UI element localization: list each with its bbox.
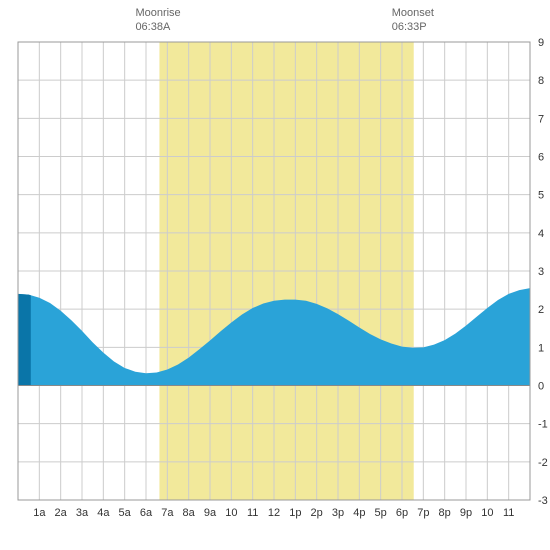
svg-text:2: 2	[538, 304, 544, 316]
svg-text:9: 9	[538, 37, 544, 49]
svg-text:1p: 1p	[289, 507, 301, 519]
svg-text:7a: 7a	[161, 507, 174, 519]
svg-text:4: 4	[538, 228, 544, 240]
svg-text:11: 11	[503, 507, 514, 519]
svg-text:3: 3	[538, 266, 544, 278]
svg-text:-1: -1	[538, 419, 548, 431]
svg-text:-2: -2	[538, 457, 548, 469]
svg-text:11: 11	[247, 507, 258, 519]
svg-text:3p: 3p	[332, 507, 344, 519]
svg-text:10: 10	[481, 507, 493, 519]
tide-chart: -3-2-101234567891a2a3a4a5a6a7a8a9a101112…	[0, 0, 550, 550]
svg-text:8p: 8p	[439, 507, 451, 519]
svg-text:7: 7	[538, 113, 544, 125]
svg-text:5: 5	[538, 190, 544, 202]
svg-text:4a: 4a	[97, 507, 110, 519]
svg-text:12: 12	[268, 507, 280, 519]
svg-text:8: 8	[538, 75, 544, 87]
svg-text:1a: 1a	[33, 507, 46, 519]
svg-text:0: 0	[538, 381, 544, 393]
svg-text:2a: 2a	[55, 507, 68, 519]
svg-text:9a: 9a	[204, 507, 217, 519]
svg-text:-3: -3	[538, 495, 548, 507]
svg-text:10: 10	[225, 507, 237, 519]
svg-text:1: 1	[538, 342, 544, 354]
svg-text:3a: 3a	[76, 507, 89, 519]
svg-text:7p: 7p	[417, 507, 429, 519]
svg-text:5p: 5p	[375, 507, 387, 519]
svg-text:6: 6	[538, 152, 544, 164]
chart-svg: -3-2-101234567891a2a3a4a5a6a7a8a9a101112…	[0, 0, 550, 550]
svg-text:6p: 6p	[396, 507, 408, 519]
svg-text:9p: 9p	[460, 507, 472, 519]
svg-text:4p: 4p	[353, 507, 365, 519]
svg-text:2p: 2p	[311, 507, 323, 519]
svg-text:6a: 6a	[140, 507, 153, 519]
svg-text:8a: 8a	[183, 507, 196, 519]
svg-text:5a: 5a	[119, 507, 132, 519]
